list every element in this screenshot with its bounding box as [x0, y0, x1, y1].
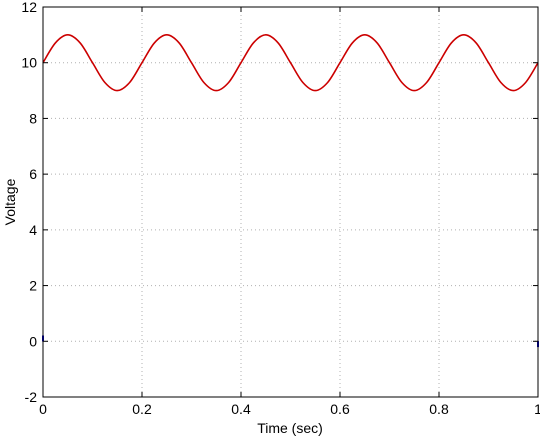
x-tick-label: 0.8	[429, 401, 449, 417]
x-tick-label: 0	[39, 401, 47, 417]
grid-lines	[43, 7, 538, 397]
axis-ticks	[42, 6, 539, 398]
y-tick-label: -2	[25, 389, 38, 405]
y-tick-labels: -2 0 2 4 6 8 10 12	[21, 0, 37, 405]
y-tick-label: 10	[21, 55, 37, 71]
x-tick-label: 0.6	[330, 401, 350, 417]
y-axis-title: Voltage	[2, 178, 18, 225]
x-tick-label: 1	[534, 401, 540, 417]
y-tick-label: 6	[29, 166, 37, 182]
plot-background	[43, 7, 538, 397]
series-red-line	[42, 34, 539, 92]
y-tick-label: 0	[29, 333, 37, 349]
plot-frame	[42, 6, 539, 398]
y-tick-label: 4	[29, 222, 37, 238]
y-tick-label: 8	[29, 110, 37, 126]
y-tick-label: 2	[29, 278, 37, 294]
x-tick-label: 0.4	[231, 401, 251, 417]
y-tick-label: 12	[21, 0, 37, 15]
x-tick-label: 0.2	[132, 401, 152, 417]
x-tick-labels: 0 0.2 0.4 0.6 0.8 1	[39, 401, 540, 417]
x-axis-title: Time (sec)	[257, 420, 323, 436]
